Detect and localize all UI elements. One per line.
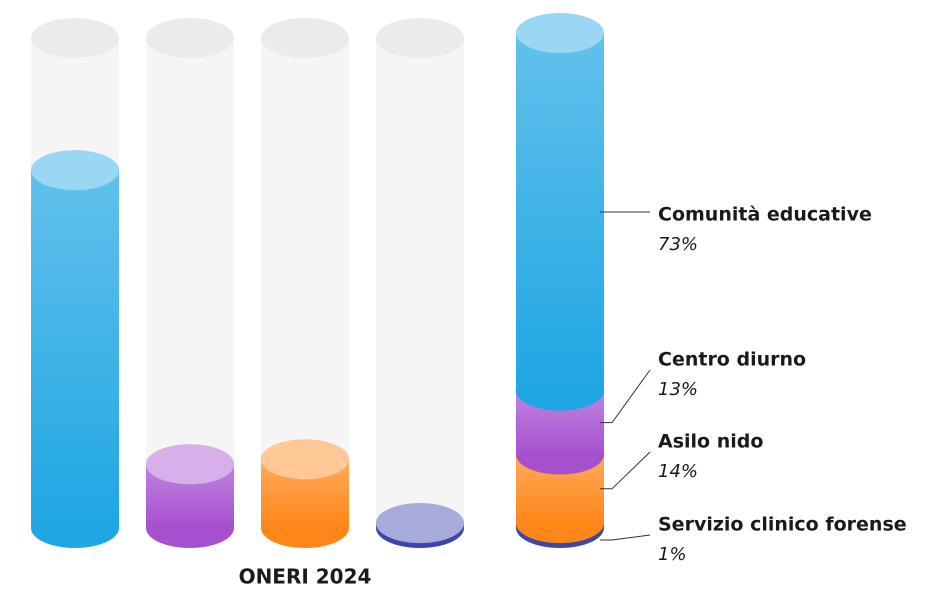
leader-line (600, 369, 651, 424)
segment-shade (516, 33, 604, 391)
data-label: 13% (658, 379, 698, 400)
data-label: 14% (658, 461, 698, 482)
legend-label: Comunità educative (658, 204, 872, 226)
legend-label: Centro diurno (658, 349, 806, 371)
segment-top-light (516, 13, 604, 54)
leader-line (600, 451, 651, 490)
cylinder-top (31, 18, 119, 58)
legend-label: Servizio clinico forense (658, 514, 907, 536)
data-label: 1% (658, 544, 687, 565)
segment-top-light (376, 503, 464, 544)
legend-label: Asilo nido (658, 431, 763, 453)
cylinder-top (261, 18, 349, 58)
data-label: 73% (658, 234, 698, 255)
cylinder-top (146, 18, 234, 58)
segment-top-light (31, 150, 119, 191)
segment-top-light (261, 439, 349, 480)
chart-title: ONERI 2024 (239, 565, 372, 589)
cylinder-body (376, 38, 464, 528)
segment-shade (31, 170, 119, 529)
leader-line (600, 534, 651, 541)
segment-top-light (146, 444, 234, 485)
cylinder-top (376, 18, 464, 58)
